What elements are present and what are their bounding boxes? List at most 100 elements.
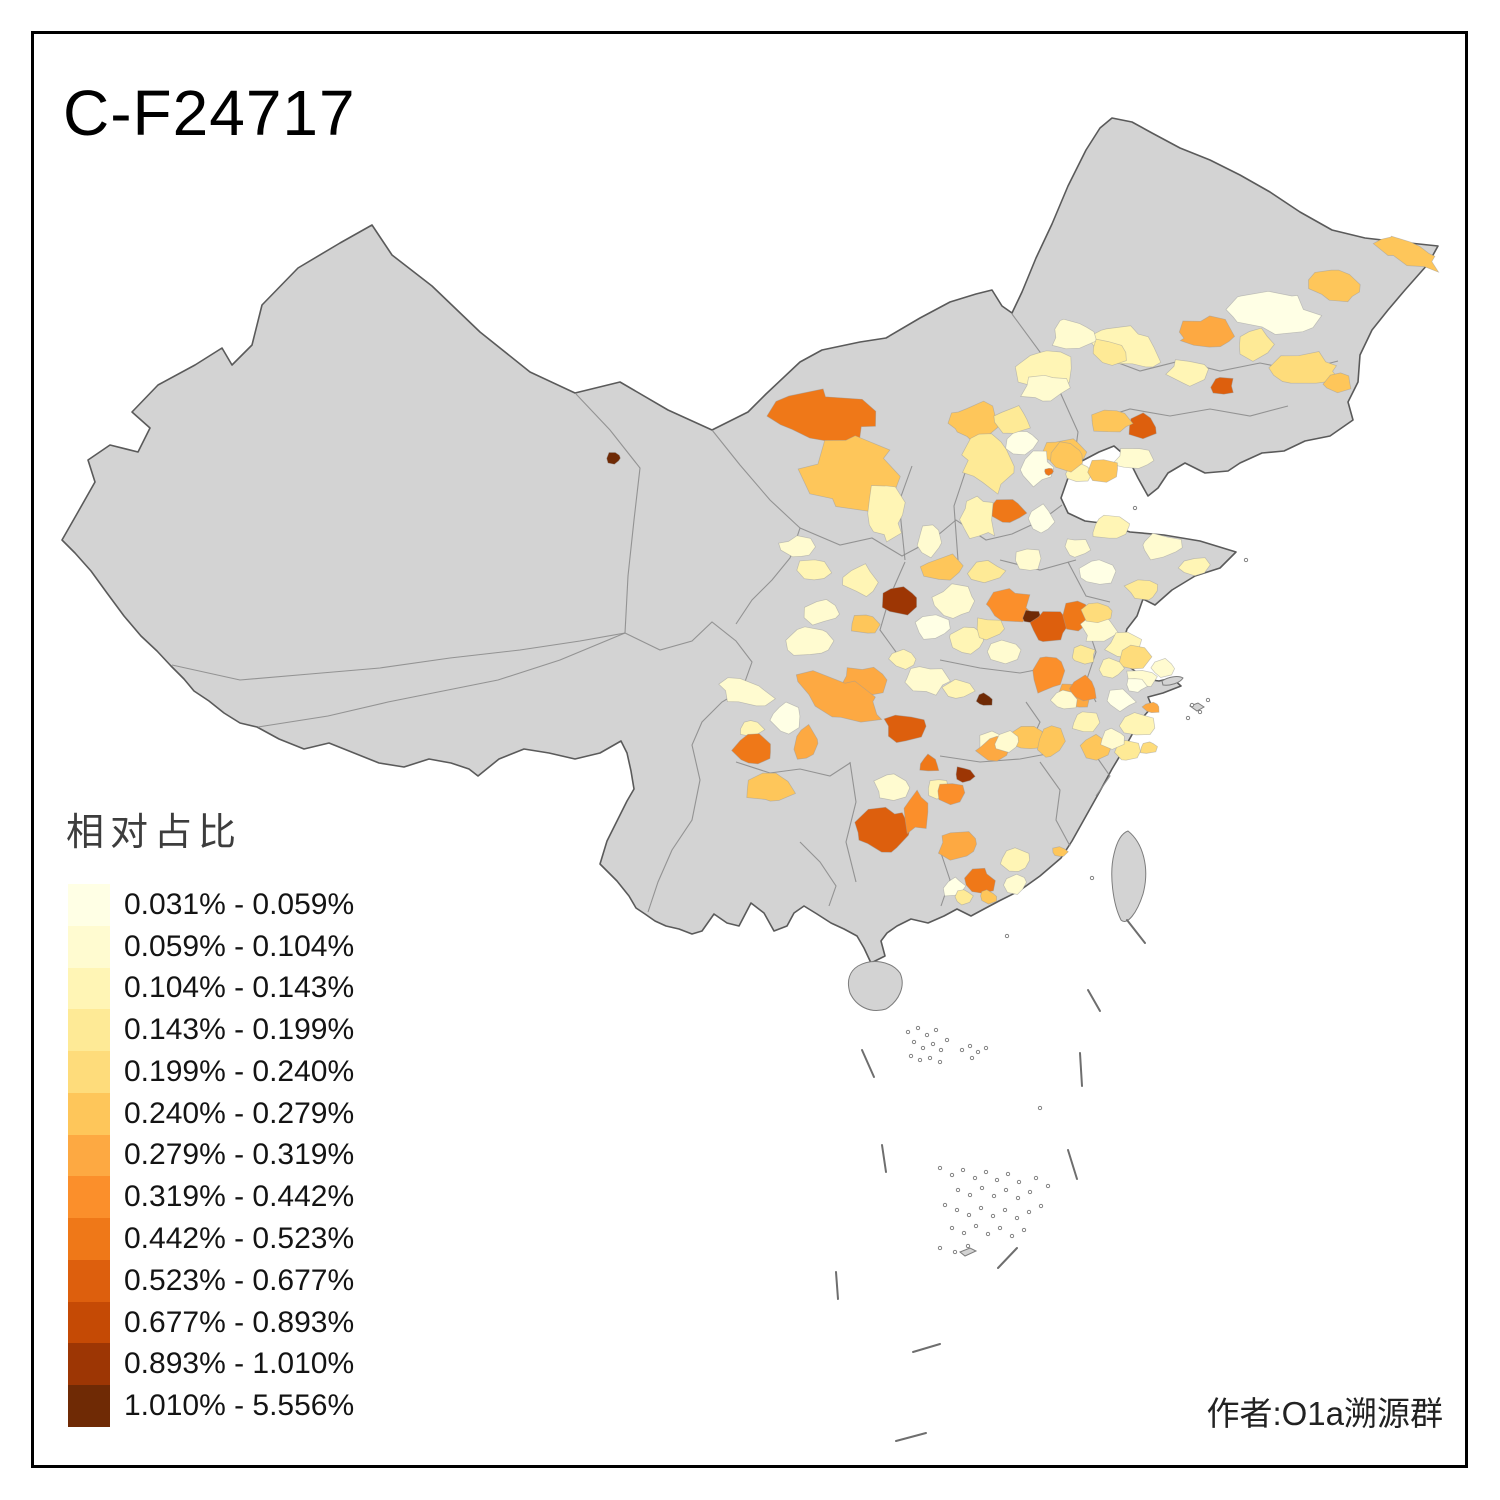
legend-label-10: 0.523% - 0.677% — [124, 1263, 355, 1297]
province-border-0 — [171, 632, 626, 681]
prefecture-region — [1239, 327, 1275, 362]
nine-dash-line-segment-9 — [895, 1432, 927, 1442]
prefecture-region — [919, 553, 964, 581]
island-dot — [1026, 1209, 1032, 1215]
prefecture-region — [1308, 269, 1361, 303]
prefecture-region — [1092, 338, 1127, 366]
legend-swatch-8 — [68, 1176, 110, 1219]
island-dot — [1027, 1189, 1033, 1195]
province-border-22 — [1091, 405, 1289, 422]
island-dot — [991, 1193, 997, 1199]
prefecture-region — [1071, 644, 1096, 665]
legend-label-1: 0.031% - 0.059% — [124, 887, 355, 921]
prefecture-region — [1015, 548, 1042, 571]
legend-swatch-9 — [68, 1218, 110, 1260]
island-dot — [905, 1029, 911, 1035]
island-dot — [1189, 702, 1195, 708]
prefecture-region — [1050, 441, 1083, 473]
legend-label-13: 1.010% - 5.556% — [124, 1389, 355, 1423]
island-dot — [949, 1225, 955, 1231]
prefecture-region — [1020, 374, 1071, 402]
prefecture-region — [999, 847, 1031, 872]
island-dot — [1005, 1171, 1011, 1177]
island-dot — [917, 1057, 923, 1063]
island-dot — [1197, 709, 1203, 715]
south-sea-islet-island — [959, 1247, 978, 1257]
prefecture-region — [1044, 467, 1054, 476]
prefecture-region — [1080, 602, 1113, 624]
island-dot — [924, 1032, 930, 1038]
nine-dash-line-segment-1 — [1087, 989, 1101, 1012]
province-border-3 — [624, 621, 753, 913]
prefecture-region — [937, 783, 966, 806]
prefecture-region — [873, 773, 911, 801]
island-dot — [937, 1165, 943, 1171]
prefecture-region — [976, 617, 1005, 641]
island-dot — [933, 1027, 939, 1033]
island-dot — [942, 1202, 948, 1208]
legend-label-6: 0.240% - 0.279% — [124, 1096, 355, 1130]
prefecture-region — [778, 535, 816, 558]
prefecture-region — [937, 831, 977, 861]
legend-label-4: 0.143% - 0.199% — [124, 1013, 355, 1047]
prefecture-region — [1372, 235, 1440, 273]
hainan-island — [847, 961, 903, 1011]
legend-label-3: 0.104% - 0.143% — [124, 971, 355, 1005]
prefecture-region — [961, 433, 1015, 495]
island-dot — [1016, 1179, 1022, 1185]
nine-dash-line-segment-2 — [1079, 1052, 1083, 1087]
prefecture-region — [1064, 538, 1092, 558]
prefecture-region — [1178, 315, 1236, 348]
prefecture-region — [931, 583, 975, 619]
island-dot — [983, 1169, 989, 1175]
legend-title: 相对占比 — [66, 812, 243, 854]
prefecture-region — [746, 772, 797, 802]
legend-swatch-3 — [68, 967, 110, 1010]
prefecture-region — [1029, 611, 1069, 642]
province-border-1 — [575, 393, 641, 634]
island-dot — [966, 1212, 972, 1218]
island-dot — [990, 1213, 996, 1219]
prefecture-region — [1128, 412, 1157, 440]
prefecture-region — [993, 405, 1031, 434]
legend-label-12: 0.893% - 1.010% — [124, 1347, 355, 1381]
legend-label-7: 0.279% - 0.319% — [124, 1138, 355, 1172]
prefecture-region — [1003, 873, 1027, 895]
prefecture-region — [1150, 658, 1176, 678]
province-border-14 — [735, 761, 851, 777]
legend-swatch-5 — [68, 1051, 110, 1093]
prefecture-region — [1049, 689, 1078, 710]
legend-swatch-10 — [68, 1259, 110, 1302]
nine-dash-line-segment-8 — [912, 1343, 941, 1353]
island-dot — [975, 1049, 981, 1055]
island-dot — [938, 1047, 944, 1053]
island-dot — [1015, 1195, 1021, 1201]
legend-label-11: 0.677% - 0.893% — [124, 1305, 355, 1339]
prefecture-region — [888, 648, 917, 670]
legend-label-8: 0.319% - 0.442% — [124, 1180, 355, 1214]
nine-dash-line-segment-4 — [881, 1144, 887, 1173]
prefecture-region — [914, 614, 951, 640]
prefecture-region — [1126, 678, 1148, 693]
prefecture-region — [1027, 503, 1056, 534]
china-mainland-outline — [61, 117, 1439, 964]
prefecture-region — [785, 626, 835, 656]
province-border-17 — [1039, 761, 1071, 847]
prefecture-region — [916, 524, 942, 559]
chongming-island — [1161, 676, 1184, 686]
island-dot — [1004, 933, 1010, 939]
prefecture-region — [731, 733, 771, 765]
prefecture-region — [1210, 377, 1234, 395]
island-dot — [978, 1205, 984, 1211]
prefecture-region — [1118, 644, 1153, 670]
prefecture-region — [1037, 725, 1066, 758]
island-dot — [1037, 1105, 1043, 1111]
island-dot — [955, 1187, 961, 1193]
prefecture-region — [1111, 448, 1155, 469]
province-border-5 — [799, 504, 1063, 557]
province-border-8 — [999, 559, 1077, 571]
prefecture-region — [966, 560, 1007, 584]
island-dot — [1132, 505, 1138, 511]
prefecture-region — [1005, 430, 1039, 456]
